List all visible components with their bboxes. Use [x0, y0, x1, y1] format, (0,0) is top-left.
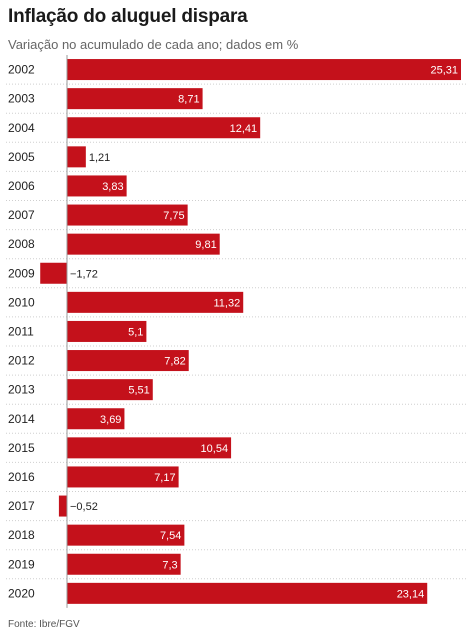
data-label: 1,21	[89, 152, 110, 164]
data-label: 11,32	[213, 297, 240, 309]
data-label: 5,1	[128, 326, 143, 338]
category-label: 2006	[8, 179, 35, 193]
data-label: 7,75	[163, 210, 184, 222]
data-label: 23,14	[397, 588, 425, 600]
bar	[67, 291, 244, 313]
category-label: 2004	[8, 121, 35, 135]
bar	[67, 466, 179, 488]
bar	[67, 88, 203, 110]
category-label: 2010	[8, 295, 35, 309]
category-label: 2018	[8, 528, 35, 542]
bar	[67, 524, 185, 546]
source-note: Fonte: Ibre/FGV	[8, 619, 80, 630]
category-label: 2015	[8, 441, 35, 455]
data-label: 8,71	[178, 94, 199, 106]
data-label: 7,3	[162, 559, 177, 571]
bar	[67, 233, 220, 255]
data-label: 9,81	[195, 239, 216, 251]
bar	[67, 553, 181, 575]
data-label: 12,41	[230, 123, 258, 135]
category-label: 2002	[8, 63, 35, 77]
category-label: 2005	[8, 150, 35, 164]
bar	[67, 320, 147, 342]
category-label: 2019	[8, 557, 35, 571]
data-label: 7,17	[154, 472, 175, 484]
data-label: 25,31	[430, 65, 458, 77]
bar	[67, 117, 261, 139]
data-label: 7,54	[160, 530, 181, 542]
bar	[67, 582, 428, 604]
data-label: −1,72	[70, 268, 98, 280]
category-label: 2003	[8, 92, 35, 106]
category-label: 2007	[8, 208, 35, 222]
category-label: 2008	[8, 237, 35, 251]
data-label: 7,82	[164, 356, 185, 368]
data-label: 5,51	[128, 385, 149, 397]
bar	[67, 379, 153, 401]
bar	[40, 262, 67, 284]
category-label: 2011	[8, 324, 34, 338]
bar	[67, 175, 127, 197]
bar	[58, 495, 67, 517]
category-label: 2012	[8, 354, 35, 368]
category-label: 2020	[8, 586, 35, 600]
bar	[67, 437, 232, 459]
bar	[67, 350, 189, 372]
bar	[67, 204, 188, 226]
data-label: 3,83	[102, 181, 123, 193]
bar	[67, 59, 461, 81]
bar	[67, 146, 86, 168]
category-label: 2017	[8, 499, 35, 513]
chart-subtitle: Variação no acumulado de cada ano; dados…	[8, 37, 299, 52]
data-label: 10,54	[201, 443, 229, 455]
category-label: 2016	[8, 470, 35, 484]
data-label: 3,69	[100, 414, 121, 426]
data-label: −0,52	[70, 501, 98, 513]
category-label: 2009	[8, 266, 35, 280]
category-label: 2013	[8, 383, 35, 397]
bar	[67, 408, 125, 430]
chart-title: Inflação do aluguel dispara	[8, 6, 248, 27]
category-label: 2014	[8, 412, 35, 426]
